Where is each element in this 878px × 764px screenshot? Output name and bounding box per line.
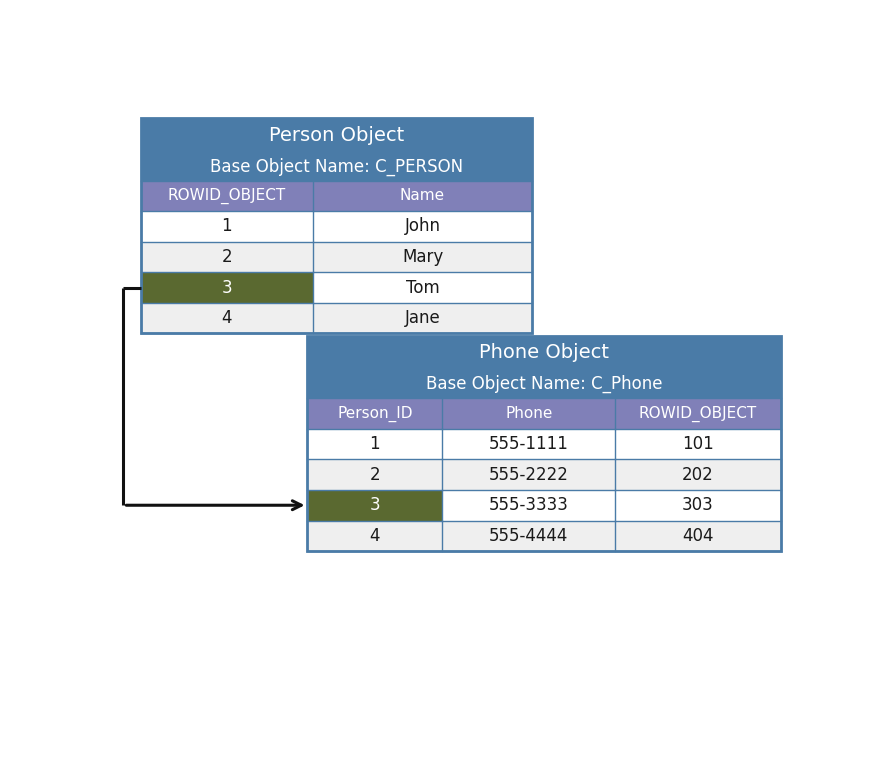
- Text: Base Object Name: C_PERSON: Base Object Name: C_PERSON: [210, 157, 463, 176]
- Bar: [313, 180, 531, 211]
- Text: Phone Object: Phone Object: [479, 343, 608, 362]
- Text: 555-2222: 555-2222: [488, 465, 568, 484]
- Bar: [442, 490, 615, 520]
- Bar: [307, 336, 780, 370]
- Text: John: John: [404, 218, 440, 235]
- Text: Jane: Jane: [404, 309, 440, 327]
- Bar: [307, 459, 442, 490]
- Text: 303: 303: [681, 497, 713, 514]
- Bar: [307, 336, 780, 551]
- Text: 3: 3: [221, 279, 232, 296]
- Text: Mary: Mary: [401, 248, 443, 266]
- Bar: [140, 211, 313, 241]
- Bar: [615, 520, 780, 551]
- Text: Phone: Phone: [505, 406, 552, 421]
- Bar: [307, 336, 780, 551]
- Text: 101: 101: [681, 435, 713, 453]
- Text: 2: 2: [369, 465, 380, 484]
- Bar: [442, 459, 615, 490]
- Text: 555-3333: 555-3333: [488, 497, 568, 514]
- Bar: [140, 180, 313, 211]
- Text: 1: 1: [369, 435, 380, 453]
- Bar: [140, 118, 531, 333]
- Bar: [140, 118, 531, 152]
- Bar: [615, 429, 780, 459]
- Bar: [313, 272, 531, 303]
- Text: Base Object Name: C_Phone: Base Object Name: C_Phone: [426, 375, 662, 393]
- Text: 555-1111: 555-1111: [488, 435, 568, 453]
- Text: ROWID_OBJECT: ROWID_OBJECT: [168, 188, 285, 204]
- Text: 1: 1: [221, 218, 232, 235]
- Bar: [140, 152, 531, 180]
- Bar: [140, 272, 313, 303]
- Text: 2: 2: [221, 248, 232, 266]
- Bar: [140, 118, 531, 333]
- Bar: [307, 490, 442, 520]
- Bar: [307, 398, 442, 429]
- Bar: [313, 241, 531, 272]
- Text: 4: 4: [370, 527, 379, 545]
- Bar: [140, 303, 313, 333]
- Bar: [313, 211, 531, 241]
- Text: ROWID_OBJECT: ROWID_OBJECT: [638, 406, 756, 422]
- Text: 4: 4: [221, 309, 232, 327]
- Text: Person Object: Person Object: [269, 126, 404, 144]
- Bar: [307, 370, 780, 398]
- Text: 404: 404: [681, 527, 713, 545]
- Bar: [615, 398, 780, 429]
- Bar: [307, 429, 442, 459]
- Bar: [442, 520, 615, 551]
- Bar: [615, 459, 780, 490]
- Text: Name: Name: [399, 188, 444, 203]
- Bar: [307, 520, 442, 551]
- Bar: [442, 398, 615, 429]
- Text: 555-4444: 555-4444: [488, 527, 568, 545]
- Text: Tom: Tom: [406, 279, 439, 296]
- Bar: [615, 490, 780, 520]
- Text: 3: 3: [369, 497, 380, 514]
- Bar: [313, 303, 531, 333]
- Bar: [442, 429, 615, 459]
- Text: 202: 202: [681, 465, 713, 484]
- Text: Person_ID: Person_ID: [337, 406, 412, 422]
- Bar: [140, 241, 313, 272]
